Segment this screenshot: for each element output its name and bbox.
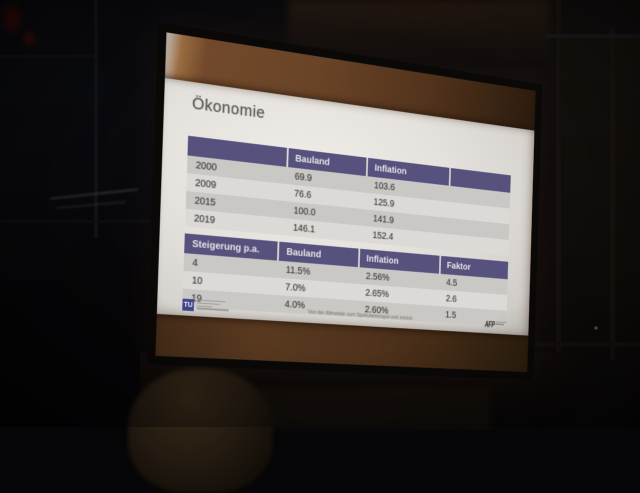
org-logo-text-lines	[495, 320, 507, 327]
furniture-shadow	[250, 388, 490, 428]
window-mullion	[556, 0, 561, 360]
window-mullion	[545, 34, 640, 38]
window-mullion	[610, 28, 615, 360]
red-light-reflection	[24, 32, 35, 45]
projection-screen: Ökonomie Bauland Inflation 2000 69.9 103.6 20…	[146, 22, 543, 381]
audience-head-silhouette	[128, 368, 273, 493]
window-panel	[562, 38, 640, 343]
window-mullion	[94, 0, 98, 238]
small-light-dot	[594, 326, 598, 330]
org-logo: AFP	[481, 318, 507, 330]
window-mullion	[528, 342, 640, 347]
tu-logo-icon: TU	[182, 298, 195, 312]
glass-reflection-streak	[56, 200, 126, 210]
tu-wien-logo: TU	[182, 298, 229, 314]
window-mullion	[0, 55, 96, 58]
tu-logo-institute-lines	[196, 299, 229, 313]
org-logo-mark: AFP	[484, 318, 495, 330]
window-mullion	[0, 220, 150, 223]
red-light-reflection	[4, 4, 20, 32]
